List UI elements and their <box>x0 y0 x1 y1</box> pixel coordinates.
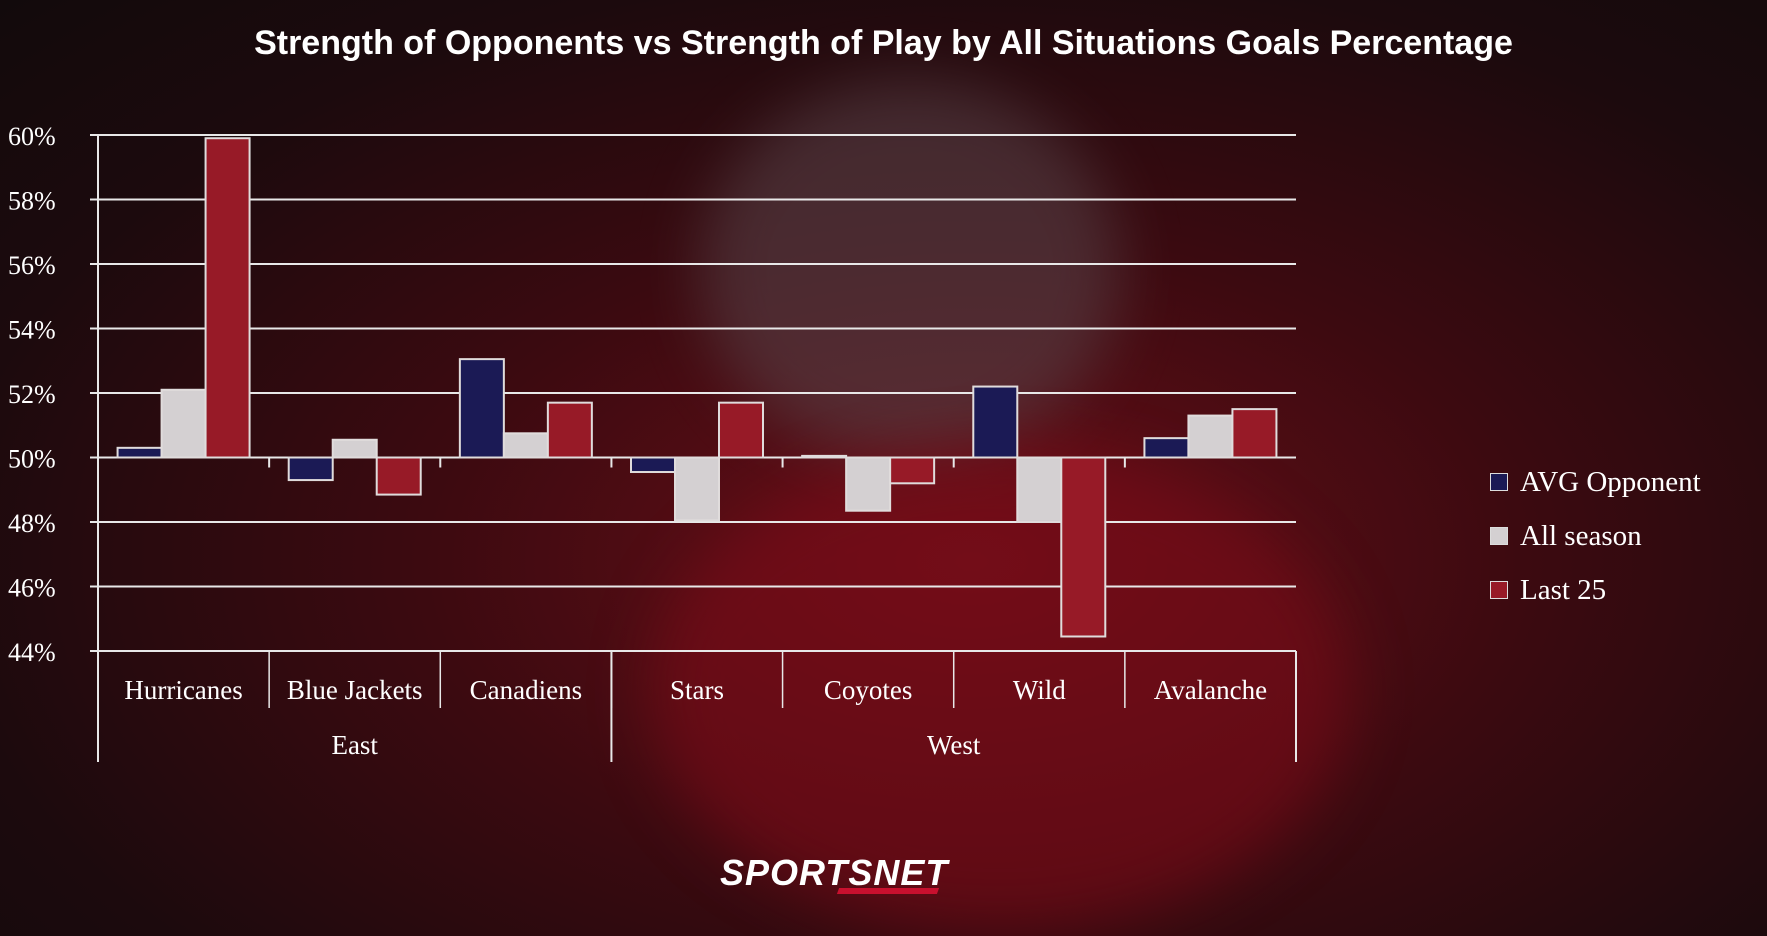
y-tick-label: 46% <box>8 574 56 603</box>
x-category-label: Blue Jackets <box>287 675 423 705</box>
x-category-label: Canadiens <box>470 675 582 705</box>
bar-all-season <box>1187 414 1234 459</box>
x-group-label: West <box>927 730 981 760</box>
y-tick-label: 48% <box>8 509 56 538</box>
x-category-label: Stars <box>670 675 724 705</box>
bar-last-25 <box>1060 456 1107 638</box>
bar-last-25 <box>718 401 764 459</box>
bar-all-season <box>674 456 720 522</box>
background-photo-face <box>700 80 1120 460</box>
x-category-label: Avalanche <box>1154 675 1267 705</box>
bar-last-25 <box>889 456 936 485</box>
y-tick-label: 50% <box>8 445 56 474</box>
bar-avg-opponent <box>1143 437 1190 459</box>
bar-last-25 <box>1231 408 1278 459</box>
bar-all-season <box>331 438 378 459</box>
bar-avg-opponent <box>287 456 334 482</box>
legend-swatch <box>1490 581 1508 599</box>
legend: AVG Opponent All season Last 25 <box>1490 455 1701 617</box>
legend-label: AVG Opponent <box>1520 465 1701 498</box>
bar-all-season <box>502 432 549 459</box>
bar-avg-opponent <box>630 456 676 474</box>
bar-all-season <box>845 456 892 512</box>
bar-last-25 <box>546 401 593 459</box>
chart-title: Strength of Opponents vs Strength of Pla… <box>254 24 1513 62</box>
sportsnet-logo: SPORTSNET <box>720 852 949 894</box>
legend-swatch <box>1490 527 1508 545</box>
bar-avg-opponent <box>801 454 848 459</box>
y-tick-label: 44% <box>8 638 56 667</box>
legend-label: Last 25 <box>1520 573 1607 606</box>
legend-item: AVG Opponent <box>1490 455 1701 509</box>
x-category-label: Coyotes <box>824 675 913 705</box>
legend-label: All season <box>1520 519 1642 552</box>
x-category-label: Wild <box>1013 675 1066 705</box>
bar-last-25 <box>375 456 422 496</box>
bar-avg-opponent <box>116 446 163 459</box>
legend-item: All season <box>1490 509 1701 563</box>
x-group-label: East <box>331 730 378 760</box>
bar-avg-opponent <box>972 385 1019 459</box>
bar-all-season <box>160 388 207 459</box>
bar-last-25 <box>204 137 251 459</box>
y-tick-label: 58% <box>8 187 56 216</box>
y-tick-label: 60% <box>8 122 56 151</box>
bar-all-season <box>1016 456 1063 523</box>
x-category-label: Hurricanes <box>124 675 242 705</box>
bar-avg-opponent <box>458 358 505 459</box>
background-photo-jersey <box>650 450 1350 930</box>
legend-swatch <box>1490 473 1508 491</box>
legend-item: Last 25 <box>1490 563 1701 617</box>
y-tick-label: 54% <box>8 316 56 345</box>
y-tick-label: 52% <box>8 380 56 409</box>
y-tick-label: 56% <box>8 251 56 280</box>
